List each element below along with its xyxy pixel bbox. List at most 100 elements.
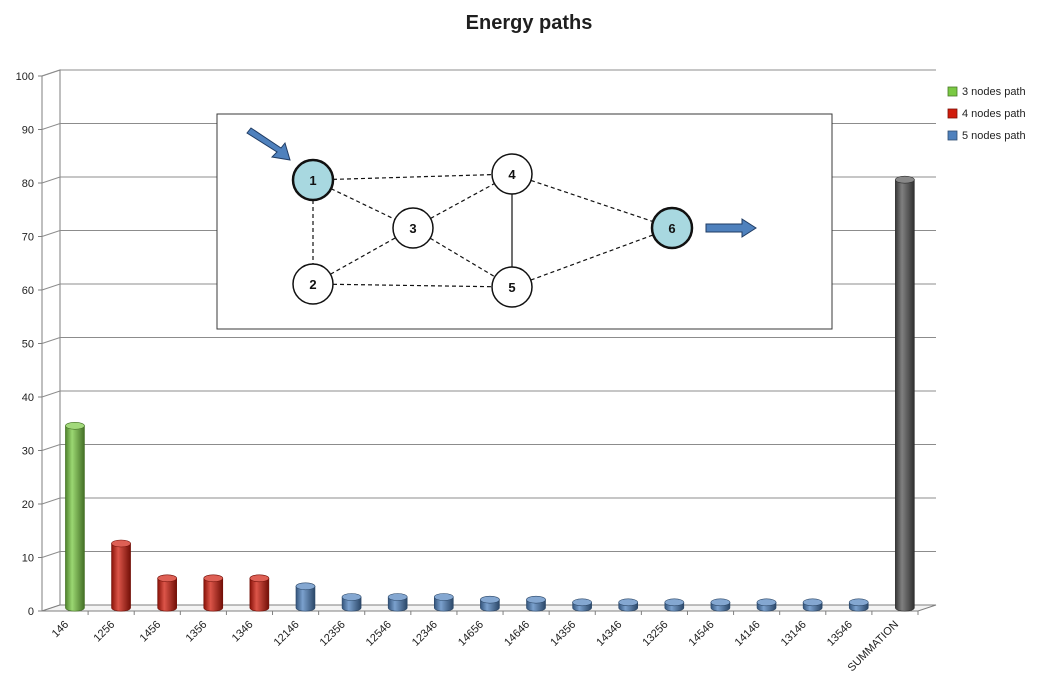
bars <box>65 175 915 612</box>
bar-top <box>387 593 408 601</box>
bar-13146 <box>802 598 823 612</box>
edge-2-5 <box>332 283 493 288</box>
gridline <box>41 390 936 398</box>
bar-top <box>756 598 777 607</box>
bar-top <box>895 175 915 184</box>
node-label: 3 <box>409 221 416 236</box>
x-tick-label: 13146 <box>779 619 809 649</box>
legend-label: 4 nodes path <box>962 108 1026 120</box>
node-label: 1 <box>309 173 316 188</box>
bar-top <box>802 598 823 607</box>
bar-top <box>111 539 131 548</box>
bar-12546 <box>387 593 408 612</box>
bar-1456 <box>157 574 177 612</box>
x-tick-label: 1356 <box>184 619 210 645</box>
bar-14546 <box>710 598 731 612</box>
legend-item: 4 nodes path <box>947 108 1026 120</box>
node-label: 6 <box>668 221 675 236</box>
bar-top <box>480 595 500 604</box>
node-circle <box>392 207 434 249</box>
node-5: 5 <box>491 266 533 308</box>
x-tick-label: 13256 <box>640 619 670 649</box>
gridline <box>41 497 936 505</box>
gridline <box>41 69 936 77</box>
edge-3-4 <box>430 183 495 219</box>
gridline <box>41 337 936 344</box>
gridline <box>41 551 936 558</box>
bar-body <box>157 577 177 612</box>
node-circle <box>291 158 335 202</box>
legend-label: 3 nodes path <box>962 86 1026 98</box>
x-tick-label: 1256 <box>91 619 117 645</box>
x-tick-label: 12546 <box>364 619 394 649</box>
bar-14646 <box>526 595 546 612</box>
legend: 3 nodes path 4 nodes path 5 nodes path <box>947 86 1026 142</box>
x-tick-label: 13546 <box>825 619 855 649</box>
bar-146 <box>65 421 85 612</box>
bar-13256 <box>664 598 685 612</box>
node-circle <box>292 263 334 305</box>
x-tick-label: 12146 <box>272 619 302 649</box>
bar-top <box>433 593 454 601</box>
bar-12146 <box>295 582 316 612</box>
y-tick-label: 0 <box>28 606 34 618</box>
node-label: 5 <box>508 280 515 295</box>
bar-top <box>341 593 362 601</box>
bar-top <box>157 574 177 583</box>
y-tick-label: 20 <box>22 499 34 511</box>
bar-SUMMATION <box>895 175 915 612</box>
bar-body <box>433 596 454 612</box>
input-arrow-icon <box>246 127 291 161</box>
bar-1346 <box>249 574 270 612</box>
bar-12356 <box>341 593 362 612</box>
x-tick-label: 146 <box>50 619 71 640</box>
bar-body <box>111 543 131 612</box>
bar-14346 <box>618 598 639 612</box>
legend-swatch <box>947 108 958 119</box>
edge-5-6 <box>530 234 654 281</box>
output-arrow-icon <box>705 218 757 238</box>
edge-3-5 <box>429 237 496 278</box>
bar-top <box>710 598 731 607</box>
legend-swatch <box>947 130 958 141</box>
x-tick-label: 14646 <box>502 619 532 649</box>
x-tick-label: 14356 <box>548 619 578 649</box>
legend-item: 3 nodes path <box>947 86 1026 98</box>
bar-12346 <box>433 593 454 612</box>
bar-body <box>203 577 224 612</box>
x-tick-label: 1456 <box>138 619 164 645</box>
chart-title: Energy paths <box>465 12 593 34</box>
y-tick-label: 80 <box>22 178 34 190</box>
node-circle <box>650 206 694 250</box>
y-tick-label: 50 <box>22 339 34 351</box>
bar-1356 <box>203 574 224 612</box>
edge-1-3 <box>330 188 396 220</box>
node-2: 2 <box>292 263 334 305</box>
bar-body <box>895 179 915 612</box>
bar-top <box>295 582 316 591</box>
bar-top <box>249 574 270 583</box>
bar-body <box>341 596 362 612</box>
bar-top <box>664 598 685 607</box>
node-circle <box>491 153 533 195</box>
y-tick-label: 60 <box>22 285 34 297</box>
legend-label: 5 nodes path <box>962 130 1026 142</box>
bar-top <box>203 574 224 583</box>
bar-1256 <box>111 539 131 612</box>
bar-14656 <box>480 595 500 612</box>
legend-item: 5 nodes path <box>947 130 1026 142</box>
bar-13546 <box>848 598 869 612</box>
y-tick-label: 30 <box>22 446 34 458</box>
bar-body <box>387 596 408 612</box>
bar-body <box>249 577 270 612</box>
bar-14146 <box>756 598 777 612</box>
y-tick-label: 70 <box>22 232 34 244</box>
bar-body <box>65 425 85 612</box>
y-axis-ticks: 0 10 20 30 40 50 60 70 80 90 100 <box>16 71 42 618</box>
bar-top <box>618 598 639 607</box>
x-tick-label: 14546 <box>687 619 717 649</box>
node-label: 2 <box>309 277 316 292</box>
node-circle <box>491 266 533 308</box>
gridline <box>41 444 936 451</box>
